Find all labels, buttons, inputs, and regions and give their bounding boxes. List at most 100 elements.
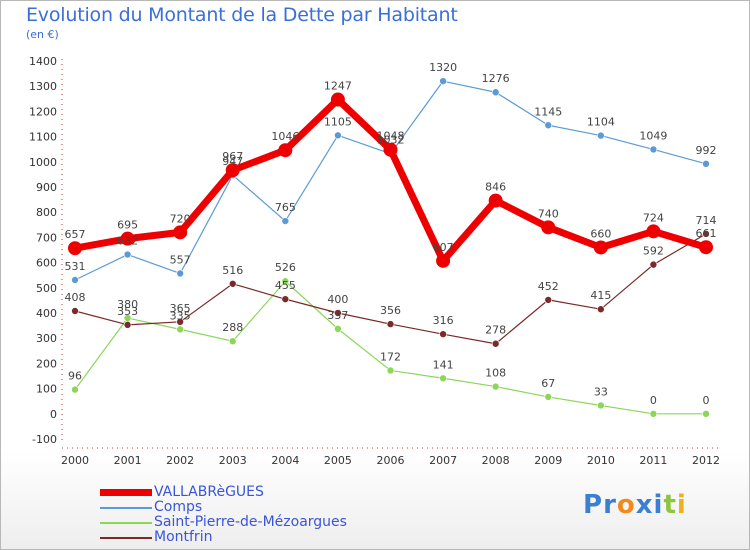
data-point [488, 193, 503, 208]
data-point [334, 131, 342, 140]
data-point [439, 77, 447, 85]
data-label: 592 [643, 245, 664, 258]
data-label: 108 [485, 367, 506, 380]
proxiti-logo: Proxiti [583, 490, 687, 520]
legend-label-vallabregues: VALLABRèGUES [154, 484, 264, 500]
data-point [593, 240, 608, 255]
data-point [597, 131, 605, 140]
logo-letter: i [676, 490, 687, 520]
data-label: 1105 [324, 115, 352, 128]
data-label: 278 [485, 324, 506, 337]
series-line [74, 80, 707, 281]
x-tick-label: 2005 [324, 454, 352, 467]
legend-label-saint-pierre: Saint-Pierre-de-Mézoargues [154, 514, 347, 530]
data-point [176, 325, 184, 334]
data-label: 1049 [639, 129, 667, 142]
y-tick-label: 700 [36, 231, 57, 244]
data-point [436, 253, 451, 268]
y-tick-label: 100 [36, 383, 57, 396]
data-label: 141 [433, 358, 454, 371]
x-tick-label: 2008 [482, 454, 510, 467]
data-label: 660 [590, 227, 611, 240]
data-label: 1032 [377, 134, 405, 147]
data-label: 740 [538, 207, 559, 220]
logo-letter: o [616, 490, 636, 520]
data-label: 724 [643, 211, 664, 224]
data-label: 353 [117, 305, 138, 318]
data-point [649, 145, 658, 154]
data-label: 1320 [429, 61, 457, 74]
data-label: 335 [170, 309, 191, 322]
y-tick-label: 0 [50, 408, 57, 421]
data-label: 516 [222, 264, 243, 277]
data-label: 33 [594, 385, 608, 398]
logo-letter: P [583, 490, 604, 520]
x-tick-label: 2002 [166, 454, 194, 467]
data-point [71, 276, 79, 284]
chart-unit-label: (en €) [26, 28, 59, 41]
legend-swatch-saint-pierre [100, 522, 152, 524]
data-label: 67 [541, 377, 555, 390]
data-label: 408 [65, 291, 86, 304]
data-point [225, 163, 240, 178]
x-tick-label: 2003 [219, 454, 247, 467]
data-point [597, 401, 605, 410]
data-label: 172 [380, 350, 401, 363]
data-label: 380 [117, 298, 138, 311]
y-tick-label: 1400 [29, 55, 57, 68]
data-label: 992 [696, 144, 717, 157]
data-label: 531 [65, 260, 86, 273]
data-point [334, 309, 342, 317]
data-point [330, 92, 345, 107]
data-label: 607 [433, 241, 454, 254]
data-point [386, 366, 395, 375]
data-point [491, 339, 500, 348]
data-label: 288 [222, 321, 243, 334]
data-point [702, 160, 710, 168]
data-point [649, 409, 658, 418]
data-label: 657 [65, 228, 86, 241]
data-point [541, 220, 556, 235]
y-tick-label: 800 [36, 206, 57, 219]
data-point [646, 224, 661, 239]
data-label: 947 [222, 155, 243, 168]
y-tick-label: 400 [36, 307, 57, 320]
y-tick-label: 300 [36, 332, 57, 345]
data-point [334, 325, 342, 333]
data-point [491, 382, 500, 391]
data-label: 316 [433, 314, 454, 327]
x-tick-label: 2009 [534, 454, 562, 467]
legend-swatch-comps [100, 507, 152, 509]
data-label: 415 [590, 289, 611, 302]
data-label: 1048 [377, 130, 405, 143]
y-tick-label: 1300 [29, 80, 57, 93]
legend-label-montfrin: Montfrin [154, 529, 213, 545]
y-tick-label: -100 [32, 433, 57, 446]
data-point [439, 330, 447, 338]
data-label: 1247 [324, 80, 352, 93]
x-tick-label: 2010 [587, 454, 615, 467]
x-tick-label: 2004 [271, 454, 299, 467]
x-tick-label: 2000 [61, 454, 89, 467]
data-label: 96 [68, 370, 82, 383]
data-label: 452 [538, 280, 559, 293]
chart-title: Evolution du Montant de la Dette par Hab… [26, 4, 458, 26]
data-label: 695 [117, 219, 138, 232]
data-label: 1046 [271, 130, 299, 143]
data-label: 632 [117, 235, 138, 248]
legend-swatch-montfrin [100, 537, 152, 539]
data-point [702, 230, 710, 238]
x-tick-label: 2001 [114, 454, 142, 467]
data-label: 720 [170, 212, 191, 225]
data-label: 661 [696, 227, 717, 240]
data-point [173, 225, 188, 240]
logo-letter: r [603, 490, 617, 520]
data-point [123, 250, 132, 259]
data-point [383, 142, 398, 157]
y-tick-label: 1100 [29, 131, 57, 144]
data-point [699, 240, 713, 255]
logo-letter: i [653, 490, 664, 520]
y-tick-label: 600 [36, 257, 57, 270]
